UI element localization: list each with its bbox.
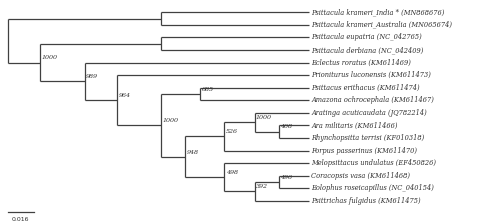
Text: Forpus passerinus (KM611470): Forpus passerinus (KM611470): [311, 147, 417, 155]
Text: Psittacula krameri_Australia (MN065674): Psittacula krameri_Australia (MN065674): [311, 21, 452, 29]
Text: Ara militaris (KM611466): Ara militaris (KM611466): [311, 121, 398, 129]
Text: Psittrichas fulgidus (KM611475): Psittrichas fulgidus (KM611475): [311, 197, 420, 205]
Text: 498: 498: [226, 170, 238, 175]
Text: 948: 948: [187, 150, 199, 155]
Text: 526: 526: [226, 129, 238, 134]
Text: Aratinga acuticaudata (JQ782214): Aratinga acuticaudata (JQ782214): [311, 109, 427, 117]
Text: Prioniturus luconensis (KM611473): Prioniturus luconensis (KM611473): [311, 71, 431, 79]
Text: Eclectus roratus (KM611469): Eclectus roratus (KM611469): [311, 59, 411, 67]
Text: 1000: 1000: [42, 55, 58, 60]
Text: 989: 989: [86, 74, 98, 79]
Text: 964: 964: [118, 93, 130, 98]
Text: Psittacula krameri_India * (MN868676): Psittacula krameri_India * (MN868676): [311, 8, 444, 16]
Text: Psittacus erithacus (KM611474): Psittacus erithacus (KM611474): [311, 84, 420, 92]
Text: Melopsittacus undulatus (EF450826): Melopsittacus undulatus (EF450826): [311, 159, 436, 167]
Text: Amazona ochrocephala (KM611467): Amazona ochrocephala (KM611467): [311, 96, 434, 104]
Text: Rhynchopsitta terrisi (KF010318): Rhynchopsitta terrisi (KF010318): [311, 134, 424, 142]
Text: Eolophus roseicapillus (NC_040154): Eolophus roseicapillus (NC_040154): [311, 184, 434, 192]
Text: 685: 685: [202, 87, 214, 92]
Text: 1000: 1000: [163, 118, 179, 123]
Text: 408: 408: [280, 125, 292, 129]
Text: Psittacula eupatria (NC_042765): Psittacula eupatria (NC_042765): [311, 34, 422, 42]
Text: 496: 496: [280, 175, 292, 180]
Text: 392: 392: [256, 184, 268, 189]
Text: Psittacula derbiana (NC_042409): Psittacula derbiana (NC_042409): [311, 46, 424, 54]
Text: Coracopsis vasa (KM611468): Coracopsis vasa (KM611468): [311, 172, 410, 180]
Text: 0.016: 0.016: [12, 217, 29, 222]
Text: 1000: 1000: [256, 115, 272, 120]
